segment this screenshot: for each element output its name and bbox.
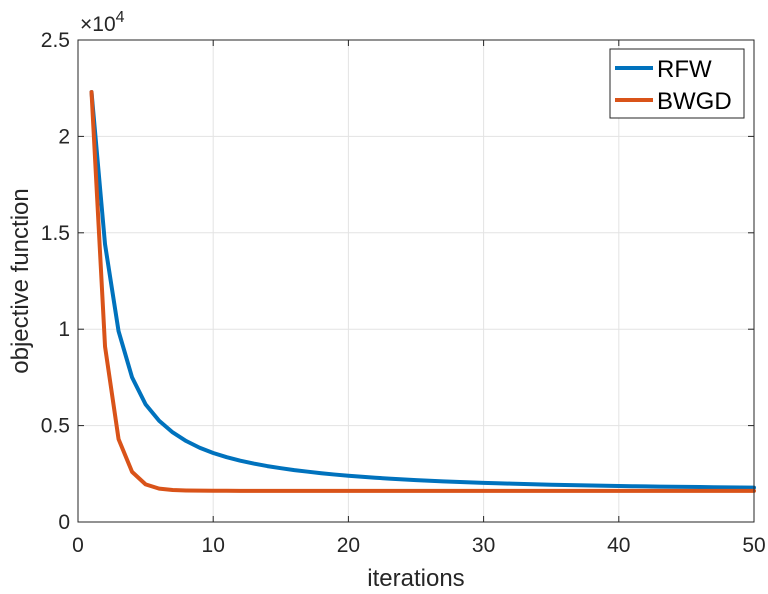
y-tick-label: 2 <box>58 125 70 148</box>
plot-area-frame <box>77 39 755 523</box>
legend-box <box>609 48 745 119</box>
y-axis-multiplier: ×104 <box>80 9 125 36</box>
x-tick-label: 40 <box>607 534 630 557</box>
legend-label-rfw: RFW <box>657 56 712 83</box>
x-tick-label: 0 <box>72 534 84 557</box>
axis-ticks: 0 10 20 30 40 50 0 0.5 1 1.5 2 2.5 <box>41 29 766 557</box>
y-axis-title: objective function <box>7 188 34 373</box>
y-axis-multiplier-exponent: 4 <box>116 9 125 26</box>
y-tick-label: 0 <box>58 511 70 534</box>
y-tick-label: 1 <box>58 318 70 341</box>
grid-lines <box>77 39 755 523</box>
series-lines <box>89 90 756 493</box>
series-line-rfw <box>89 90 756 490</box>
legend: RFW BWGD <box>609 48 745 119</box>
y-axis-multiplier-base: ×10 <box>80 13 116 36</box>
x-tick-label: 20 <box>337 534 360 557</box>
series-line-bwgd <box>89 90 756 493</box>
y-tick-label: 2.5 <box>41 29 70 52</box>
x-axis-title: iterations <box>367 565 464 592</box>
x-tick-label: 10 <box>202 534 225 557</box>
y-tick-label: 1.5 <box>41 222 70 245</box>
x-tick-label: 50 <box>742 534 765 557</box>
y-tick-label: 0.5 <box>41 415 70 438</box>
legend-label-bwgd: BWGD <box>657 88 732 115</box>
x-tick-label: 30 <box>472 534 495 557</box>
